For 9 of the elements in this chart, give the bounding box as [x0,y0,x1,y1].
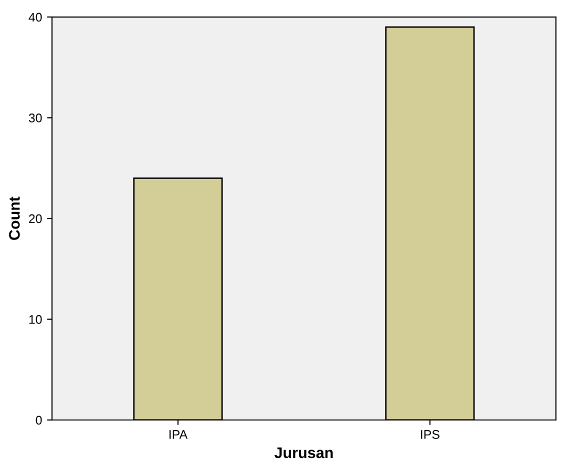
x-axis-title: Jurusan [274,447,333,458]
y-axis-title: Count [8,196,20,240]
x-tick-label: IPA [170,430,188,439]
y-tick-label: 20 [29,214,42,224]
y-tick-label: 0 [36,416,42,425]
x-tick-label: IPS [421,430,440,439]
y-tick-label: 10 [29,315,42,324]
y-tick-label: 40 [28,12,42,22]
y-tick-label: 30 [28,114,42,122]
